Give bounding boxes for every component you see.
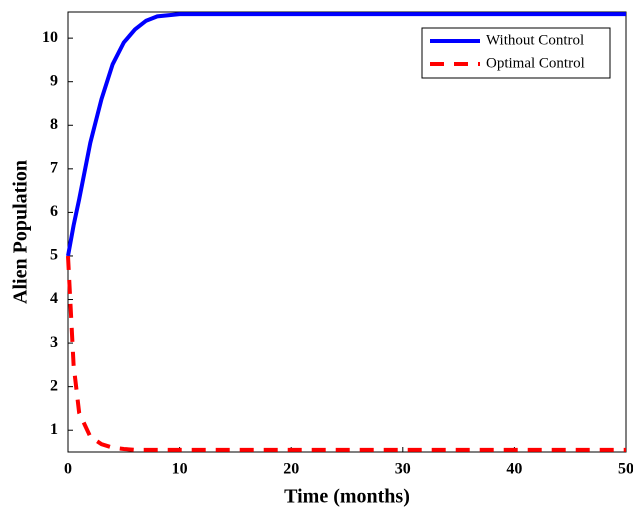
y-tick-label: 7 xyxy=(50,160,58,177)
x-tick-label: 20 xyxy=(283,461,299,478)
y-axis-label: Alien Population xyxy=(10,160,32,304)
x-tick-label: 10 xyxy=(172,461,188,478)
y-tick-label: 8 xyxy=(50,116,58,133)
x-tick-label: 50 xyxy=(618,461,633,478)
y-tick-label: 5 xyxy=(50,247,58,264)
y-tick-label: 2 xyxy=(50,377,58,394)
y-tick-label: 10 xyxy=(42,29,58,46)
legend-label: Without Control xyxy=(486,32,584,48)
data-line xyxy=(66,255,626,452)
x-axis-label: Time (months) xyxy=(284,486,410,508)
y-tick-label: 3 xyxy=(50,334,58,351)
y-tick-label: 1 xyxy=(50,421,58,438)
x-tick-label: 30 xyxy=(395,461,411,478)
y-tick-label: 4 xyxy=(50,290,58,307)
legend-box xyxy=(421,27,611,79)
x-tick-label: 40 xyxy=(506,461,522,478)
x-tick-label: 0 xyxy=(64,461,72,478)
plot-area xyxy=(67,11,627,453)
y-tick-label: 9 xyxy=(50,72,58,89)
data-line xyxy=(66,12,626,257)
legend-label: Optimal Control xyxy=(486,55,585,71)
y-tick-label: 6 xyxy=(50,203,58,220)
